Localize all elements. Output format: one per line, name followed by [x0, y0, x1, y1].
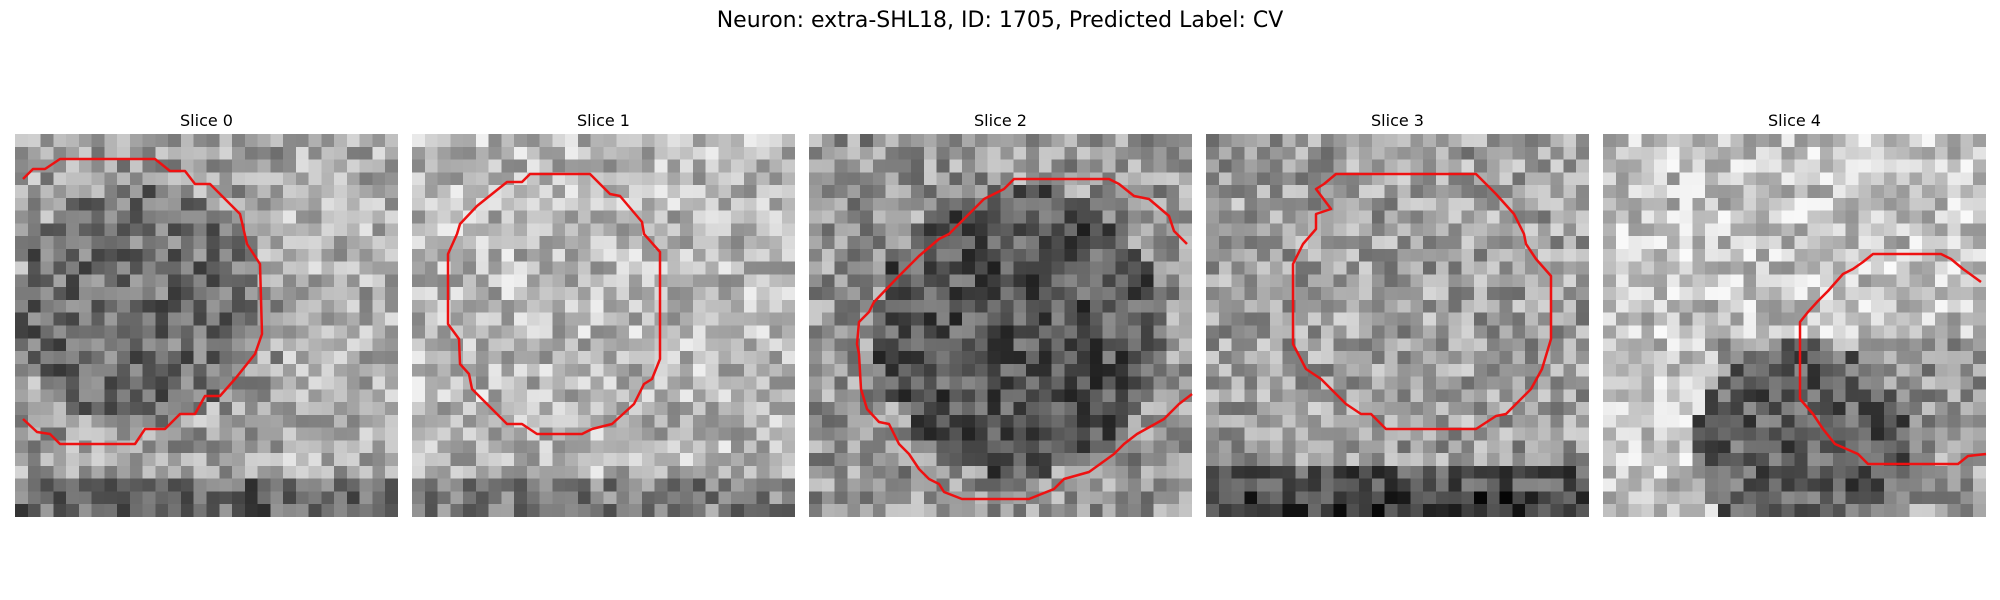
slice-title-3: Slice 3 [1371, 111, 1424, 130]
segmentation-contour-3 [1291, 172, 1553, 431]
slice-image-2 [809, 134, 1192, 517]
slice-panel-1: Slice 1 [412, 0, 795, 600]
segmentation-contour-0 [22, 157, 264, 446]
slice-title-4: Slice 4 [1768, 111, 1821, 130]
slice-image-0 [15, 134, 398, 517]
slice-contour-4 [1798, 252, 1987, 466]
slice-image-1 [412, 134, 795, 517]
figure-title: Neuron: extra-SHL18, ID: 1705, Predicted… [716, 8, 1284, 33]
slice-panel-2: Slice 2 [809, 0, 1193, 600]
slice-image-3 [1206, 134, 1589, 517]
slice-contour-2 [855, 177, 1193, 501]
slice-contour-0 [22, 157, 264, 446]
slice-image-4 [1603, 134, 1986, 517]
slice-contour-3 [1291, 172, 1553, 431]
slice-panel-4: Slice 4 [1603, 0, 1987, 600]
slice-panel-0: Slice 0 [15, 0, 398, 600]
slice-title-1: Slice 1 [577, 111, 630, 130]
slice-title-0: Slice 0 [180, 111, 233, 130]
segmentation-contour-4 [1798, 252, 1987, 466]
slice-contour-1 [446, 172, 662, 436]
slice-panel-3: Slice 3 [1206, 0, 1589, 600]
segmentation-contour-1 [446, 172, 662, 436]
slice-title-2: Slice 2 [974, 111, 1027, 130]
segmentation-contour-2 [855, 177, 1193, 501]
